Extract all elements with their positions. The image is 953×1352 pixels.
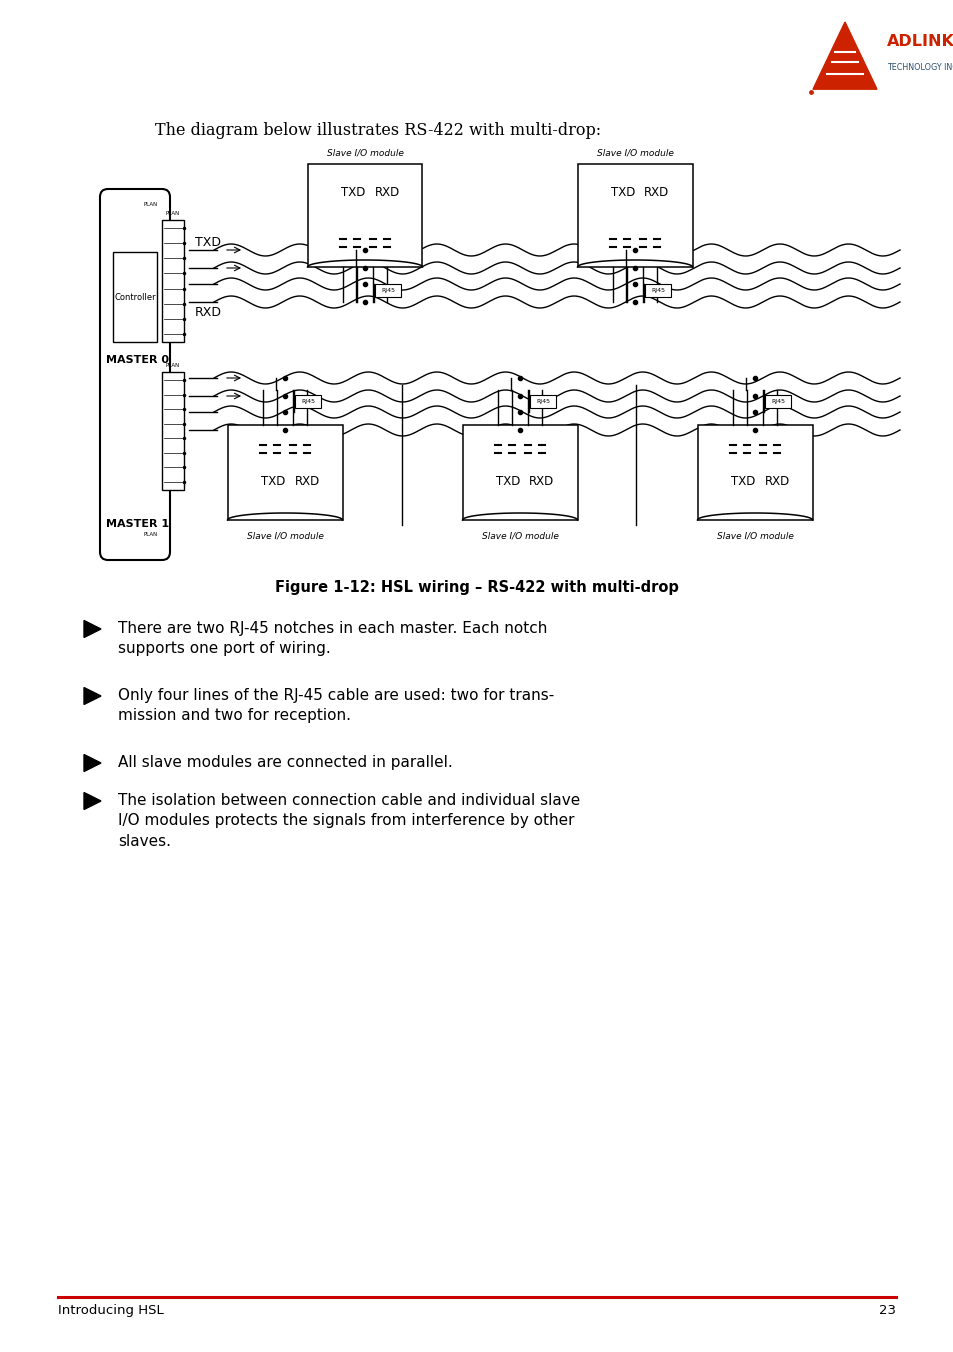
Text: RXD: RXD bbox=[374, 187, 399, 199]
Text: RXD: RXD bbox=[643, 187, 669, 199]
Bar bbox=[577, 164, 692, 266]
Text: Controller: Controller bbox=[114, 292, 155, 301]
Text: The diagram below illustrates RS-422 with multi-drop:: The diagram below illustrates RS-422 wit… bbox=[154, 122, 600, 139]
Text: RXD: RXD bbox=[529, 475, 554, 488]
Text: TECHNOLOGY INC.: TECHNOLOGY INC. bbox=[886, 62, 953, 72]
Bar bbox=[112, 251, 157, 342]
Text: All slave modules are connected in parallel.: All slave modules are connected in paral… bbox=[118, 754, 453, 771]
Polygon shape bbox=[84, 621, 101, 638]
Text: RXD: RXD bbox=[194, 306, 222, 319]
Bar bbox=[697, 425, 812, 521]
Text: ADLINK: ADLINK bbox=[886, 35, 953, 50]
Text: TXD: TXD bbox=[496, 475, 519, 488]
Bar bbox=[462, 425, 577, 521]
Text: Slave I/O module: Slave I/O module bbox=[246, 531, 323, 541]
Text: RJ45: RJ45 bbox=[380, 288, 395, 293]
Bar bbox=[644, 284, 670, 297]
Bar bbox=[227, 425, 342, 521]
Text: 23: 23 bbox=[878, 1303, 895, 1317]
Text: Introducing HSL: Introducing HSL bbox=[58, 1303, 164, 1317]
Polygon shape bbox=[84, 688, 101, 704]
Text: Only four lines of the RJ-45 cable are used: two for trans-
mission and two for : Only four lines of the RJ-45 cable are u… bbox=[118, 688, 554, 723]
Text: Slave I/O module: Slave I/O module bbox=[596, 149, 673, 158]
Text: TXD: TXD bbox=[340, 187, 365, 199]
Polygon shape bbox=[84, 792, 101, 810]
Bar bbox=[162, 220, 184, 342]
Text: MASTER 1: MASTER 1 bbox=[106, 519, 169, 529]
Text: RXD: RXD bbox=[294, 475, 319, 488]
Text: Slave I/O module: Slave I/O module bbox=[716, 531, 793, 541]
Bar bbox=[375, 284, 400, 297]
Text: PLAN: PLAN bbox=[166, 211, 180, 216]
Bar bbox=[294, 395, 320, 408]
Bar bbox=[307, 164, 422, 266]
Polygon shape bbox=[812, 22, 876, 89]
Text: Figure 1-12: HSL wiring – RS-422 with multi-drop: Figure 1-12: HSL wiring – RS-422 with mu… bbox=[274, 580, 679, 595]
Text: TXD: TXD bbox=[610, 187, 635, 199]
Text: TXD: TXD bbox=[260, 475, 285, 488]
Text: RXD: RXD bbox=[763, 475, 789, 488]
FancyBboxPatch shape bbox=[100, 189, 170, 560]
Text: RJ45: RJ45 bbox=[536, 399, 550, 404]
Polygon shape bbox=[84, 754, 101, 772]
Bar bbox=[530, 395, 556, 408]
Text: TXD: TXD bbox=[730, 475, 755, 488]
Text: PLAN: PLAN bbox=[144, 531, 158, 537]
Text: The isolation between connection cable and individual slave
I/O modules protects: The isolation between connection cable a… bbox=[118, 794, 579, 849]
Bar bbox=[764, 395, 790, 408]
Text: TXD: TXD bbox=[194, 235, 221, 249]
Bar bbox=[162, 372, 184, 489]
Text: RJ45: RJ45 bbox=[650, 288, 664, 293]
Text: Slave I/O module: Slave I/O module bbox=[481, 531, 558, 541]
Text: RJ45: RJ45 bbox=[301, 399, 314, 404]
Text: Slave I/O module: Slave I/O module bbox=[326, 149, 403, 158]
Text: PLAN: PLAN bbox=[144, 201, 158, 207]
Text: There are two RJ-45 notches in each master. Each notch
supports one port of wiri: There are two RJ-45 notches in each mast… bbox=[118, 621, 547, 657]
Text: PLAN: PLAN bbox=[166, 362, 180, 368]
Text: RJ45: RJ45 bbox=[770, 399, 784, 404]
Text: MASTER 0: MASTER 0 bbox=[106, 356, 169, 365]
